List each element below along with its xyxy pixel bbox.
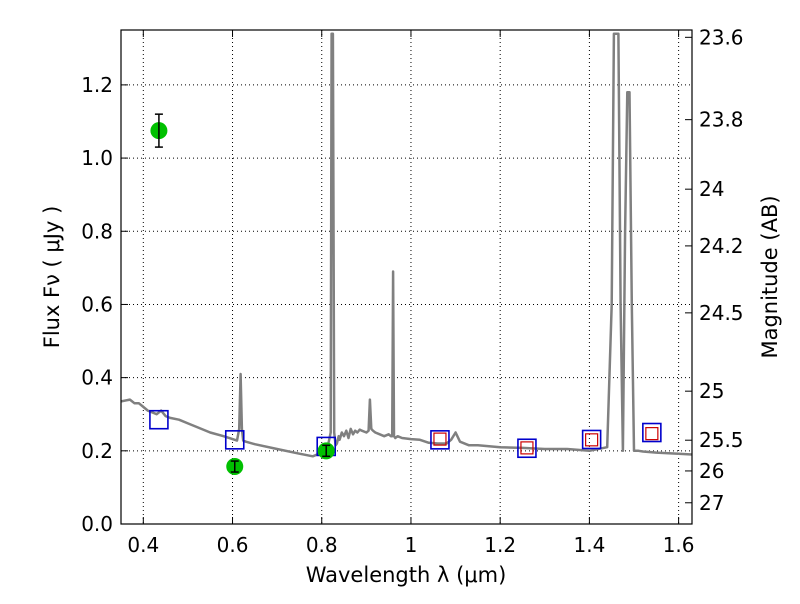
y-tick-label: 0.2 [81,439,113,463]
x-tick-label: 0.6 [217,533,249,557]
x-tick-label: 1.4 [573,533,605,557]
right-tick-label: 23.8 [699,108,744,132]
model-band-square [517,438,537,459]
model-band-inner-square [585,433,599,447]
x-tick-label: 0.4 [127,533,159,557]
x-tick-label: 1.2 [484,533,516,557]
grid-layer [121,30,692,525]
model-band-square [581,429,602,450]
right-tick-label: 24 [699,177,724,201]
plot-data-layer [121,32,692,476]
y-tick-label: 0.8 [81,219,113,243]
x-tick-label: 1 [405,533,418,557]
model-spectrum-line [121,32,692,458]
right-tick-label: 23.6 [699,25,744,49]
y-axis-title: Flux Fν ( μJy ) [40,206,64,349]
model-band-square [642,422,662,443]
right-tick-label: 25 [699,379,724,403]
y-tick-label: 1.2 [81,73,113,97]
model-band-inner-square [645,427,659,441]
y-tick-label: 0.0 [81,512,113,536]
model-band-inner-square [520,441,534,455]
model-band-square [149,409,169,430]
model-band-inner-square [433,432,447,446]
model-band-square [224,430,245,450]
right-axis-title: Magnitude (AB) [758,195,782,358]
x-axis-title: Wavelength λ (μm) [306,563,507,587]
right-tick-label: 25.5 [699,428,744,452]
model-band-square [430,430,450,450]
y-tick-label: 0.4 [81,366,113,390]
right-tick-label: 26 [699,459,724,483]
right-tick-label: 27 [699,491,724,515]
right-tick-label: 24.5 [699,301,744,325]
y-tick-label: 0.6 [81,292,113,316]
right-tick-label: 24.2 [699,234,744,258]
x-tick-label: 0.8 [306,533,338,557]
x-tick-label: 1.6 [663,533,695,557]
axes-layer: 0.4 0.6 0.8 1 1.2 1.4 1.6 0.0 0.2 0.4 0.6 0.8 1.0 1.2… [81,25,743,557]
y-tick-label: 1.0 [81,146,113,170]
plot-frame [120,29,693,525]
